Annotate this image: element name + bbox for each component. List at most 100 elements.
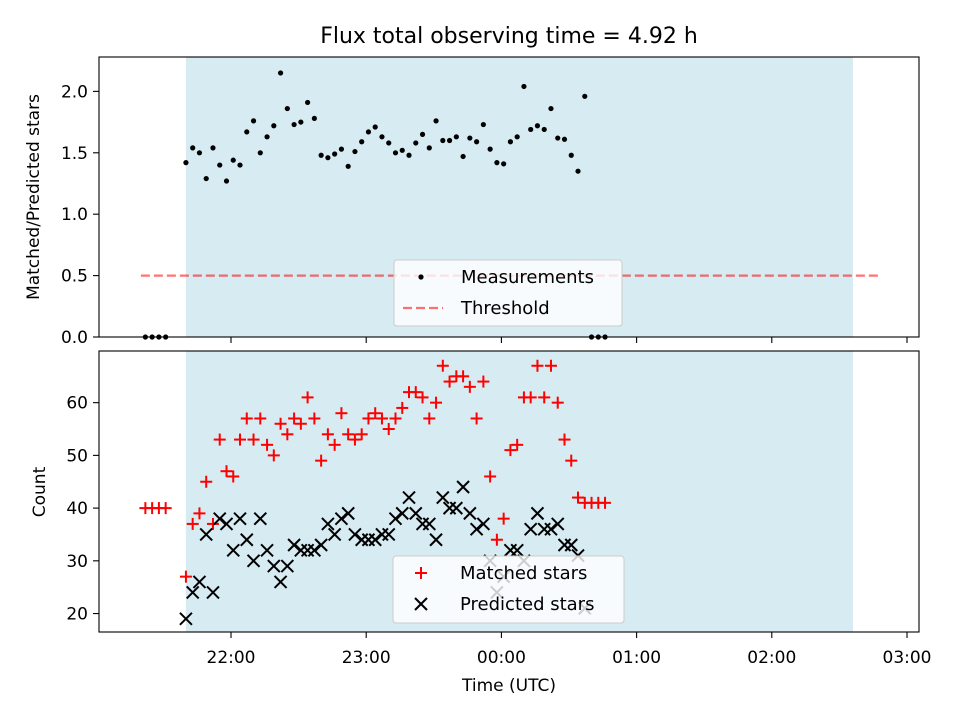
matched-star-point <box>599 496 612 509</box>
measurement-point <box>230 157 236 163</box>
predicted-star-point <box>206 585 220 600</box>
predicted-star-point <box>551 517 565 531</box>
matched-star-point <box>497 512 510 525</box>
measurement-point <box>419 131 426 137</box>
measurement-point <box>250 118 257 124</box>
predicted-star-point <box>476 517 491 531</box>
measurement-point <box>311 115 317 122</box>
x-tick-label: 23:00 <box>342 648 391 668</box>
measurement-point <box>305 99 311 106</box>
y-tick-label: 0.5 <box>61 267 88 287</box>
predicted-star-point <box>402 490 416 505</box>
matched-star-point <box>524 391 537 404</box>
measurement-point <box>413 140 419 146</box>
matched-star-point <box>274 417 287 430</box>
predicted-star-point <box>341 506 355 521</box>
x-tick-label: 00:00 <box>477 648 526 668</box>
measurement-point <box>217 162 223 168</box>
predicted-star-point <box>456 480 470 494</box>
matched-star-point <box>430 396 443 409</box>
measurement-point <box>379 134 385 140</box>
matched-star-point <box>565 454 578 467</box>
predicted-star-point <box>422 517 437 531</box>
predicted-star-point <box>240 533 254 547</box>
predicted-star-point <box>199 527 213 542</box>
predicted-star-point <box>307 543 322 557</box>
measurement-point <box>277 70 284 76</box>
measurement-point <box>338 146 345 152</box>
measurement-point <box>257 150 263 156</box>
measurement-point <box>318 152 324 158</box>
predicted-star-point <box>409 506 423 521</box>
measurement-point <box>372 124 378 130</box>
predicted-star-point <box>246 554 261 568</box>
measurement-point <box>271 123 277 129</box>
measurement-point <box>514 134 520 140</box>
matched-star-point <box>436 359 449 372</box>
predicted-star-point <box>260 543 274 557</box>
bottom-axes-frame <box>98 350 920 633</box>
matched-star-point <box>477 375 490 388</box>
matched-star-point <box>396 401 409 414</box>
predicted-star-point <box>314 538 328 552</box>
matched-star-point <box>206 517 219 530</box>
measurement-point <box>325 155 331 161</box>
matched-star-point <box>531 359 544 372</box>
measurement-point <box>460 153 466 160</box>
y-tick-label: 1.0 <box>61 205 88 225</box>
predicted-star-point <box>544 522 558 536</box>
measurement-point <box>467 135 473 141</box>
x-tick-label: 01:00 <box>612 648 661 668</box>
matched-star-point <box>362 412 375 425</box>
matched-star-point <box>443 375 456 388</box>
measurement-point <box>487 146 493 152</box>
matched-star-point <box>538 391 551 404</box>
matched-star-point <box>301 391 314 404</box>
legend-threshold-label: Threshold <box>460 298 550 319</box>
predicted-star-point <box>510 543 524 557</box>
measurement-point <box>284 105 290 112</box>
measurement-point <box>507 139 514 145</box>
y-tick-label: 20 <box>66 605 88 625</box>
measurement-point <box>474 139 480 145</box>
legend-measurements-marker <box>418 274 424 280</box>
y-tick-label: 50 <box>66 446 88 466</box>
chart-title: Flux total observing time = 4.92 h <box>320 24 698 49</box>
predicted-star-point <box>530 506 545 521</box>
bottom-count-marks <box>139 359 612 626</box>
measurement-point <box>237 162 243 168</box>
matched-star-point <box>375 412 388 425</box>
x-tick-label: 22:00 <box>207 648 256 668</box>
matched-star-point <box>288 412 301 425</box>
predicted-star-point <box>429 533 443 547</box>
y-tick-label: 40 <box>66 499 88 519</box>
measurement-point <box>446 137 453 144</box>
predicted-star-point <box>382 527 396 542</box>
top-measurement-marks <box>142 70 608 340</box>
matched-star-point <box>294 417 307 430</box>
matched-star-point <box>490 533 503 546</box>
measurement-point <box>359 139 365 145</box>
predicted-star-point <box>233 511 247 526</box>
measurement-point <box>183 160 189 166</box>
matched-star-point <box>220 465 233 478</box>
matched-star-point <box>335 407 348 420</box>
matched-star-point <box>186 517 199 530</box>
matched-star-point <box>267 449 280 462</box>
bottom-legend: Matched stars Predicted stars <box>392 555 625 624</box>
bottom-axes: 20 30 40 50 60 22:00 23:00 00:00 01:00 02:00 03:0… <box>30 350 932 696</box>
predicted-star-point <box>395 506 409 521</box>
predicted-star-point <box>185 585 200 600</box>
measurement-point <box>223 178 230 184</box>
matched-star-point <box>355 428 368 441</box>
legend-measurements-label: Measurements <box>461 267 594 288</box>
bottom-y-axis-label: Count <box>30 466 50 517</box>
top-legend: Measurements Threshold <box>393 259 623 327</box>
legend-matched-marker <box>415 567 427 579</box>
top-y-ticks: 0.0 0.5 1.0 1.5 2.0 <box>61 82 99 348</box>
y-tick-label: 60 <box>66 394 88 414</box>
matched-star-point <box>457 370 470 383</box>
matched-star-point <box>504 444 517 457</box>
measurement-point <box>345 163 351 169</box>
measurement-point <box>406 152 412 158</box>
